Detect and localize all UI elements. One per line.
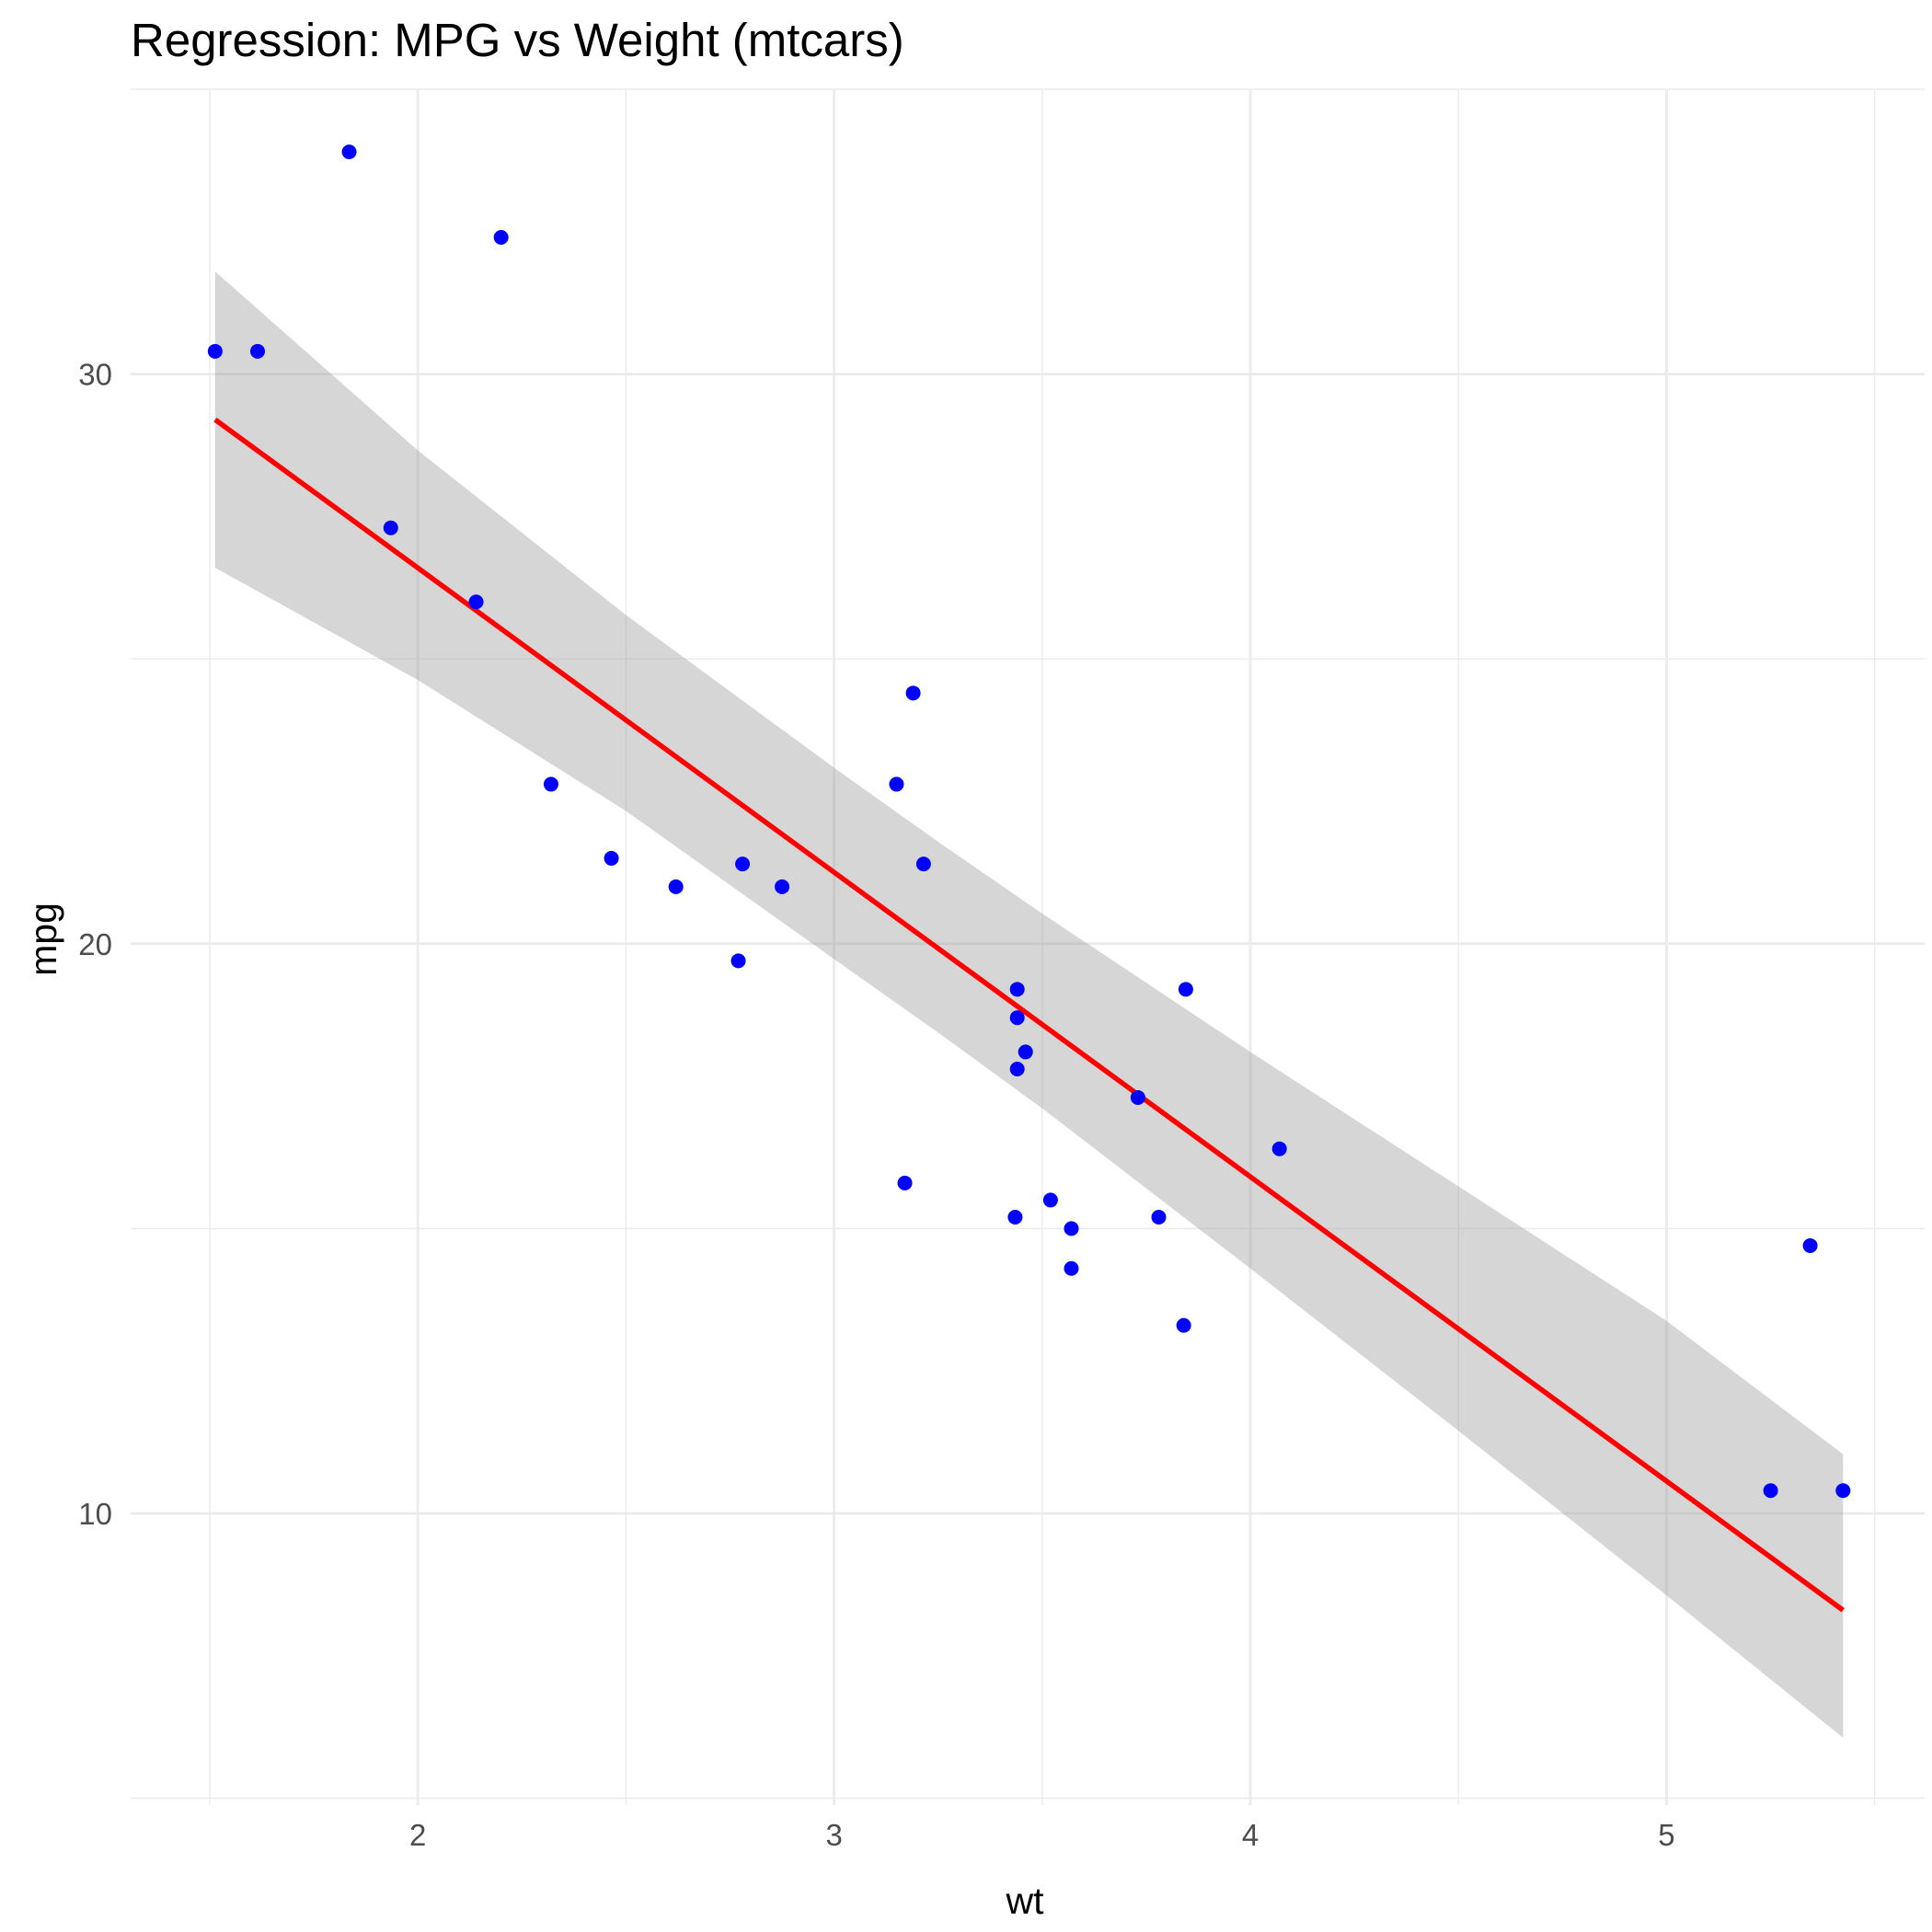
x-axis-title: wt [1006,1880,1045,1922]
data-point [1009,1010,1025,1026]
data-point [915,857,931,872]
data-point [668,879,684,894]
data-point [543,776,558,792]
data-point [735,857,751,872]
data-point [341,144,357,160]
data-point [1042,1192,1058,1208]
data-point [383,520,398,535]
data-point [1009,982,1025,997]
data-point [1009,1062,1025,1077]
data-point [1835,1483,1851,1499]
confidence-band-layer [214,271,1844,1738]
x-tick-label: 4 [1242,1818,1259,1852]
data-point [889,776,904,792]
data-point [1178,982,1193,997]
y-tick-label: 20 [78,927,112,961]
data-point [1176,1317,1191,1333]
regression-line [213,417,1845,1613]
y-axis-title: mpg [22,903,64,976]
confidence-band [214,271,1844,1738]
data-point [1064,1221,1079,1236]
chart-title: Regression: MPG vs Weight (mtcars) [131,14,904,66]
data-point [249,343,265,359]
data-point [897,1175,913,1190]
data-point [1130,1089,1145,1105]
data-point [1007,1209,1023,1225]
data-point [207,343,223,359]
data-point [1018,1044,1033,1060]
data-point [730,953,746,969]
data-point [1064,1260,1079,1276]
y-tick-label: 30 [78,358,112,392]
x-tick-label: 3 [825,1818,842,1852]
data-point [493,229,509,245]
data-point [1271,1141,1287,1156]
x-tick-label: 2 [409,1818,426,1852]
data-point [604,850,619,866]
data-point [468,594,484,610]
data-point [1802,1237,1818,1253]
grid-layer [131,88,1925,1805]
data-points-layer [207,144,1851,1499]
data-point [905,685,921,701]
x-tick-label: 5 [1658,1818,1674,1852]
data-point [775,879,790,894]
tick-labels-layer: 2 3 4 5 10 20 30 [78,358,1674,1852]
data-point [1151,1209,1167,1225]
data-point [1763,1483,1778,1499]
y-tick-label: 10 [78,1497,112,1531]
regression-line-layer [213,417,1845,1613]
